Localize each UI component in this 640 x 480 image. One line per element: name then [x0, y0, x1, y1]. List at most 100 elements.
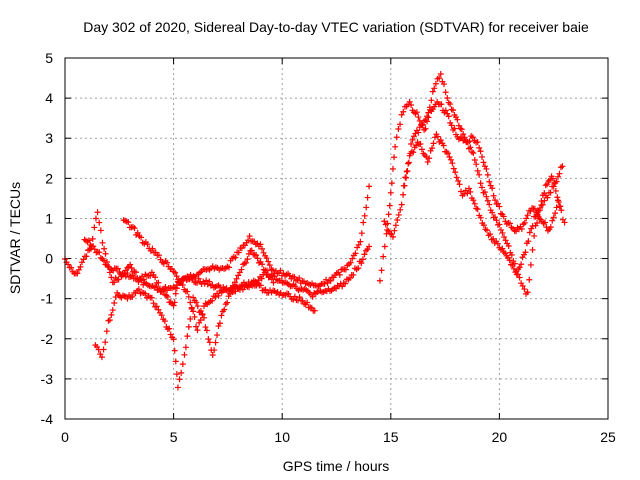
data-point [199, 311, 206, 318]
data-point [254, 255, 261, 262]
data-point [111, 279, 118, 286]
data-point [424, 113, 430, 120]
data-point [555, 197, 562, 204]
data-point [194, 279, 201, 286]
data-point [501, 234, 508, 241]
data-point [111, 299, 118, 306]
data-point [397, 121, 404, 128]
data-point [477, 148, 484, 155]
data-point [171, 299, 178, 306]
data-point [299, 297, 306, 304]
data-point [484, 197, 491, 204]
data-point [253, 252, 260, 259]
data-point [257, 282, 264, 289]
data-point [291, 293, 298, 300]
data-point [296, 275, 303, 282]
y-tick-label: 2 [45, 170, 53, 186]
data-point [358, 260, 365, 267]
data-point [92, 215, 99, 222]
data-point [187, 315, 194, 322]
data-point [231, 279, 238, 286]
data-point [195, 275, 202, 282]
data-point [221, 306, 228, 313]
data-point [85, 237, 92, 244]
data-point [553, 204, 560, 211]
data-point [454, 116, 461, 123]
data-point [114, 265, 121, 272]
data-point [309, 293, 316, 300]
data-point [176, 376, 183, 383]
data-points [62, 70, 568, 391]
data-point [387, 189, 394, 196]
data-point [102, 339, 109, 346]
data-point [357, 238, 364, 245]
data-point [438, 101, 445, 108]
data-point [465, 185, 472, 192]
data-point [386, 202, 393, 209]
data-point [557, 164, 564, 171]
data-point [451, 125, 458, 132]
data-point [469, 134, 476, 141]
data-point [102, 250, 109, 257]
data-point [444, 150, 451, 157]
data-point [481, 189, 488, 196]
data-point [467, 188, 474, 195]
data-point [224, 299, 231, 306]
data-point [178, 278, 185, 285]
data-point [418, 146, 425, 153]
data-point [465, 145, 472, 152]
data-point [172, 269, 179, 276]
data-point [323, 276, 330, 283]
data-point [445, 113, 452, 120]
data-point [321, 280, 328, 287]
data-point [364, 194, 371, 201]
data-point [245, 250, 252, 257]
data-point [404, 167, 411, 174]
data-point [101, 245, 108, 252]
data-point [397, 206, 404, 213]
data-point [304, 299, 311, 306]
x-tick-label: 20 [492, 429, 508, 445]
data-point [531, 232, 538, 239]
data-point [527, 261, 534, 268]
data-point [415, 114, 422, 121]
data-point [417, 140, 424, 147]
data-point [450, 165, 457, 172]
data-point [215, 292, 222, 299]
data-point [382, 221, 389, 228]
data-point [100, 346, 107, 353]
data-point [184, 333, 191, 340]
data-point [336, 271, 343, 278]
data-point [188, 304, 195, 311]
data-point [263, 255, 270, 262]
data-point [400, 108, 407, 115]
data-point [125, 219, 132, 226]
data-point [426, 155, 433, 162]
data-point [89, 235, 96, 242]
data-point [486, 201, 493, 208]
data-point [413, 109, 420, 116]
data-point [194, 327, 201, 334]
data-point [453, 174, 460, 181]
data-point [561, 219, 568, 226]
series-track-f [381, 131, 566, 278]
data-point [389, 233, 396, 240]
series-track-d [92, 247, 277, 391]
data-point [437, 137, 444, 144]
x-tick-label: 25 [600, 429, 616, 445]
data-point [494, 240, 501, 247]
data-point [355, 241, 362, 248]
data-point [105, 317, 112, 324]
data-point [153, 303, 160, 310]
data-point [542, 182, 549, 189]
data-point [269, 267, 276, 274]
y-axis-label: SDTVAR / TECUs [7, 182, 23, 294]
data-point [398, 201, 405, 208]
data-point [444, 95, 451, 102]
data-point [108, 311, 115, 318]
data-point [360, 219, 367, 226]
data-point [115, 276, 122, 283]
data-point [271, 273, 278, 280]
data-point [483, 227, 490, 234]
